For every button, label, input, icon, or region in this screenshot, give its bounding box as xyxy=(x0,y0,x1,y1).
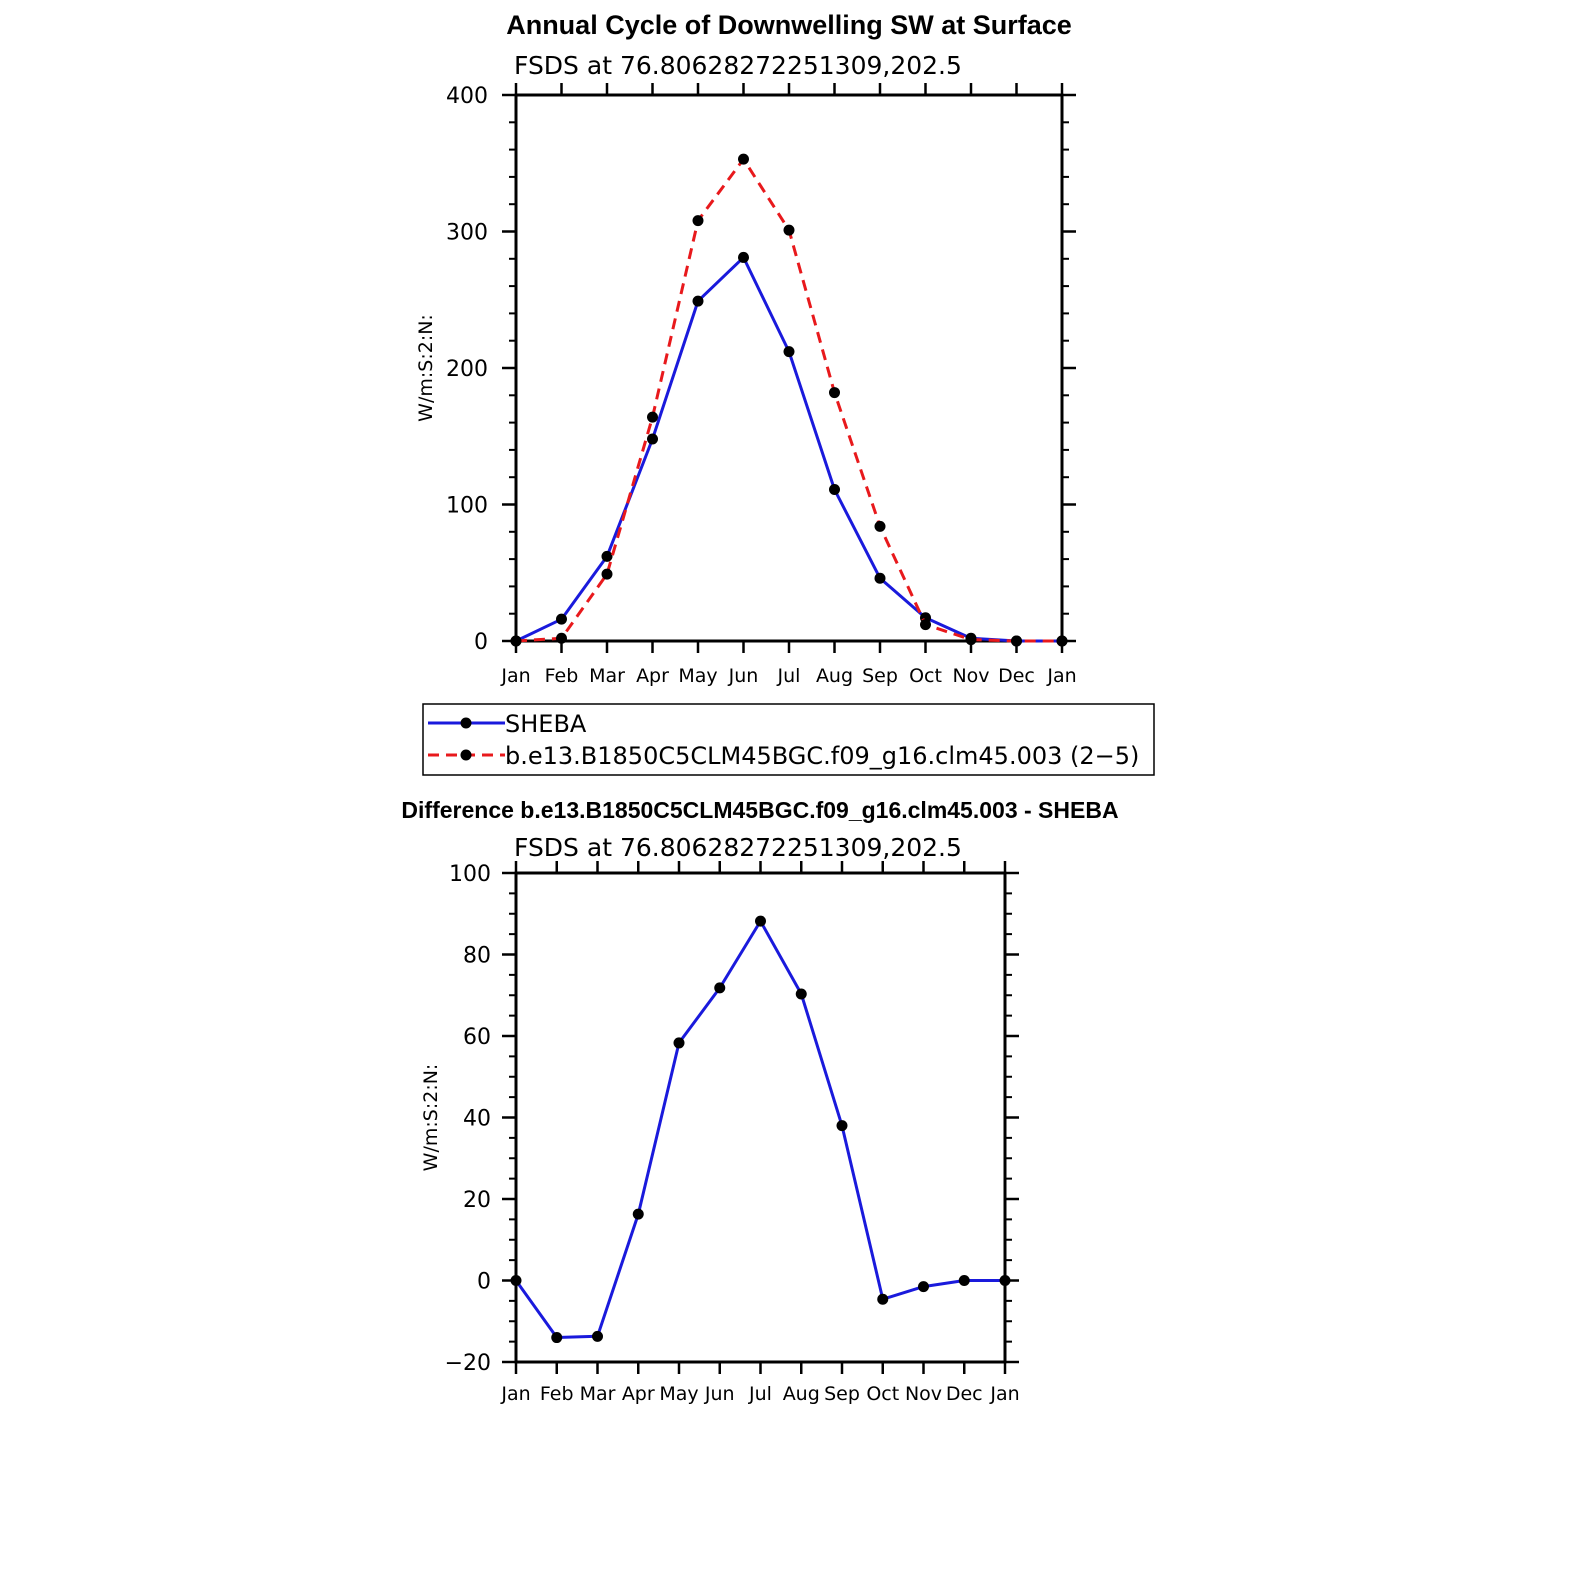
data-point xyxy=(510,1275,522,1286)
chart-panel-1: Annual Cycle of Downwelling SW at Surfac… xyxy=(415,10,1155,776)
x-tick-label: Jun xyxy=(728,665,759,687)
data-point xyxy=(829,387,840,399)
y-tick-label: −20 xyxy=(445,1351,491,1376)
data-point xyxy=(692,215,704,227)
x-tick-label: Jan xyxy=(500,1383,530,1405)
data-point xyxy=(755,915,766,927)
y-tick-label: 0 xyxy=(474,630,488,655)
data-point xyxy=(1011,635,1022,647)
data-point xyxy=(632,1208,644,1220)
x-tick-label: Mar xyxy=(589,665,625,687)
data-point xyxy=(647,411,658,423)
data-point xyxy=(692,295,704,307)
data-point xyxy=(874,520,886,532)
legend-marker xyxy=(460,717,472,729)
data-point xyxy=(673,1037,685,1049)
y-axis-label: W/m:S:2:N: xyxy=(420,1064,442,1172)
legend-label: SHEBA xyxy=(505,710,587,738)
x-tick-label: Jul xyxy=(777,665,801,687)
x-tick-label: Nov xyxy=(952,665,989,687)
data-point xyxy=(738,251,749,263)
chart-title: Annual Cycle of Downwelling SW at Surfac… xyxy=(506,10,1072,40)
data-point xyxy=(836,1120,848,1132)
y-axis-label: W/m:S:2:N: xyxy=(415,314,437,422)
data-point xyxy=(714,982,726,994)
data-point xyxy=(601,568,613,580)
y-tick-label: 400 xyxy=(446,84,488,109)
x-tick-label: Dec xyxy=(946,1383,983,1405)
y-tick-label: 60 xyxy=(463,1025,491,1050)
x-tick-label: Apr xyxy=(636,665,669,687)
legend-label: b.e13.B1850C5CLM45BGC.f09_g16.clm45.003 … xyxy=(505,742,1139,770)
data-point xyxy=(918,1281,929,1293)
x-tick-label: Sep xyxy=(824,1383,860,1405)
data-point xyxy=(592,1330,603,1342)
y-tick-label: 300 xyxy=(446,221,488,246)
data-point xyxy=(556,632,567,644)
x-tick-label: Jan xyxy=(1046,665,1076,687)
data-point xyxy=(877,1293,889,1305)
x-tick-label: Oct xyxy=(909,665,942,687)
data-point xyxy=(829,483,840,495)
x-tick-label: Jun xyxy=(704,1383,735,1405)
y-tick-label: 100 xyxy=(449,862,491,887)
x-tick-label: Apr xyxy=(622,1383,655,1405)
x-tick-label: Sep xyxy=(862,665,898,687)
series-line-1 xyxy=(514,919,1005,1339)
data-point xyxy=(738,153,749,165)
x-tick-label: Nov xyxy=(905,1383,942,1405)
data-point xyxy=(783,346,795,358)
series-line-1 xyxy=(515,255,1062,643)
data-point xyxy=(958,1275,970,1286)
x-tick-label: Feb xyxy=(540,1383,574,1405)
plot-frame xyxy=(514,871,1007,1364)
chart-subtitle: FSDS at 76.80628272251309,202.5 xyxy=(514,833,962,862)
y-tick-label: 0 xyxy=(477,1270,491,1295)
plot-frame xyxy=(514,93,1064,643)
data-point xyxy=(1056,635,1068,647)
legend-box xyxy=(422,703,1155,776)
y-tick-label: 40 xyxy=(463,1107,491,1132)
data-point xyxy=(920,619,931,631)
x-tick-label: Aug xyxy=(783,1383,820,1405)
legend-marker xyxy=(460,749,472,761)
data-point xyxy=(783,224,795,236)
chart-title: Difference b.e13.B1850C5CLM45BGC.f09_g16… xyxy=(401,797,1118,823)
x-tick-label: Jan xyxy=(989,1383,1019,1405)
x-tick-label: Dec xyxy=(998,665,1035,687)
y-tick-label: 80 xyxy=(463,944,491,969)
chart-panel-2: Difference b.e13.B1850C5CLM45BGC.f09_g16… xyxy=(401,797,1118,1405)
x-tick-label: Jul xyxy=(748,1383,772,1405)
x-tick-label: Oct xyxy=(866,1383,899,1405)
data-point xyxy=(551,1332,563,1344)
data-point xyxy=(510,635,522,647)
data-point xyxy=(556,613,567,625)
y-tick-label: 20 xyxy=(463,1188,491,1213)
y-tick-label: 100 xyxy=(446,494,488,519)
x-tick-label: May xyxy=(659,1383,698,1405)
data-point xyxy=(795,988,807,1000)
x-tick-label: Jan xyxy=(500,665,530,687)
x-tick-label: May xyxy=(678,665,717,687)
y-tick-label: 200 xyxy=(446,357,488,382)
data-point xyxy=(647,433,658,445)
data-point xyxy=(999,1275,1011,1286)
x-tick-label: Aug xyxy=(816,665,853,687)
data-point xyxy=(874,572,886,584)
data-point xyxy=(601,550,613,562)
legend: SHEBA b.e13.B1850C5CLM45BGC.f09_g16.clm45… xyxy=(422,703,1155,776)
data-point xyxy=(965,634,977,646)
x-tick-label: Feb xyxy=(545,665,579,687)
x-tick-label: Mar xyxy=(580,1383,616,1405)
chart-subtitle: FSDS at 76.80628272251309,202.5 xyxy=(514,51,962,80)
